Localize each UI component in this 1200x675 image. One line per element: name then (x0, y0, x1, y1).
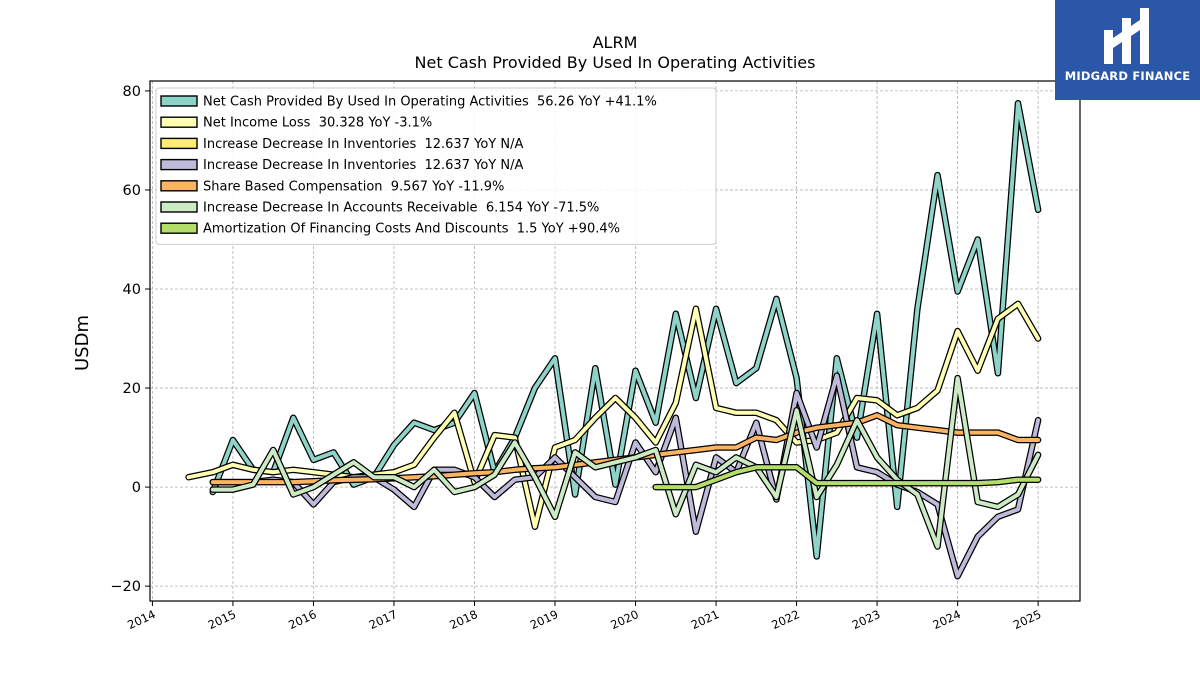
legend-entry: Share Based Compensation 9.567 YoY -11.9… (203, 179, 504, 194)
y-axis-label: USDm (72, 315, 93, 371)
legend: Net Cash Provided By Used In Operating A… (155, 87, 717, 245)
x-tick-label: 2015 (206, 607, 238, 632)
legend-swatch (160, 158, 198, 171)
x-tick-label: 2016 (286, 607, 318, 632)
chart-subtitle: Net Cash Provided By Used In Operating A… (415, 53, 816, 72)
y-tick-label: 60 (123, 183, 141, 199)
series-line-6 (653, 465, 1041, 490)
y-tick-label: −20 (110, 579, 141, 595)
x-tick-label: 2025 (1011, 607, 1043, 632)
x-tick-label: 2024 (930, 607, 962, 632)
legend-entry: Increase Decrease In Accounts Receivable… (203, 201, 599, 216)
x-tick-label: 2017 (367, 607, 399, 632)
x-tick-label: 2023 (850, 607, 882, 632)
legend-entry: Net Income Loss 30.328 YoY -3.1% (203, 116, 432, 131)
series-lines (185, 100, 1042, 580)
x-tick-label: 2021 (689, 607, 721, 632)
legend-box (155, 87, 717, 245)
x-tick-label: 2014 (125, 607, 157, 632)
legend-swatch (160, 201, 198, 213)
legend-swatch (160, 137, 198, 150)
plot-frame (149, 80, 1081, 602)
y-tick-label: 0 (132, 480, 141, 496)
midgard-logo-icon (1104, 8, 1149, 64)
legend-entry: Amortization Of Financing Costs And Disc… (203, 222, 620, 237)
chart-title: ALRM (593, 33, 638, 52)
legend-swatch (160, 222, 198, 234)
legend-swatch (160, 95, 198, 107)
x-tick-label: 2020 (608, 607, 640, 632)
legend-swatch (160, 180, 198, 192)
x-tick-label: 2019 (528, 607, 560, 632)
legend-entry: Increase Decrease In Inventories 12.637 … (203, 158, 523, 173)
brand-logo: MIDGARD FINANCE (1055, 0, 1200, 100)
x-tick-label: 2018 (447, 607, 479, 632)
x-tick-label: 2022 (769, 607, 801, 632)
legend-entry: Increase Decrease In Inventories 12.637 … (203, 137, 523, 152)
y-tick-label: 40 (123, 282, 141, 298)
legend-swatch (160, 116, 198, 128)
legend-entry: Net Cash Provided By Used In Operating A… (203, 95, 657, 110)
brand-name: MIDGARD FINANCE (1064, 69, 1191, 83)
y-tick-label: 80 (123, 84, 141, 100)
y-tick-label: 20 (123, 381, 141, 397)
